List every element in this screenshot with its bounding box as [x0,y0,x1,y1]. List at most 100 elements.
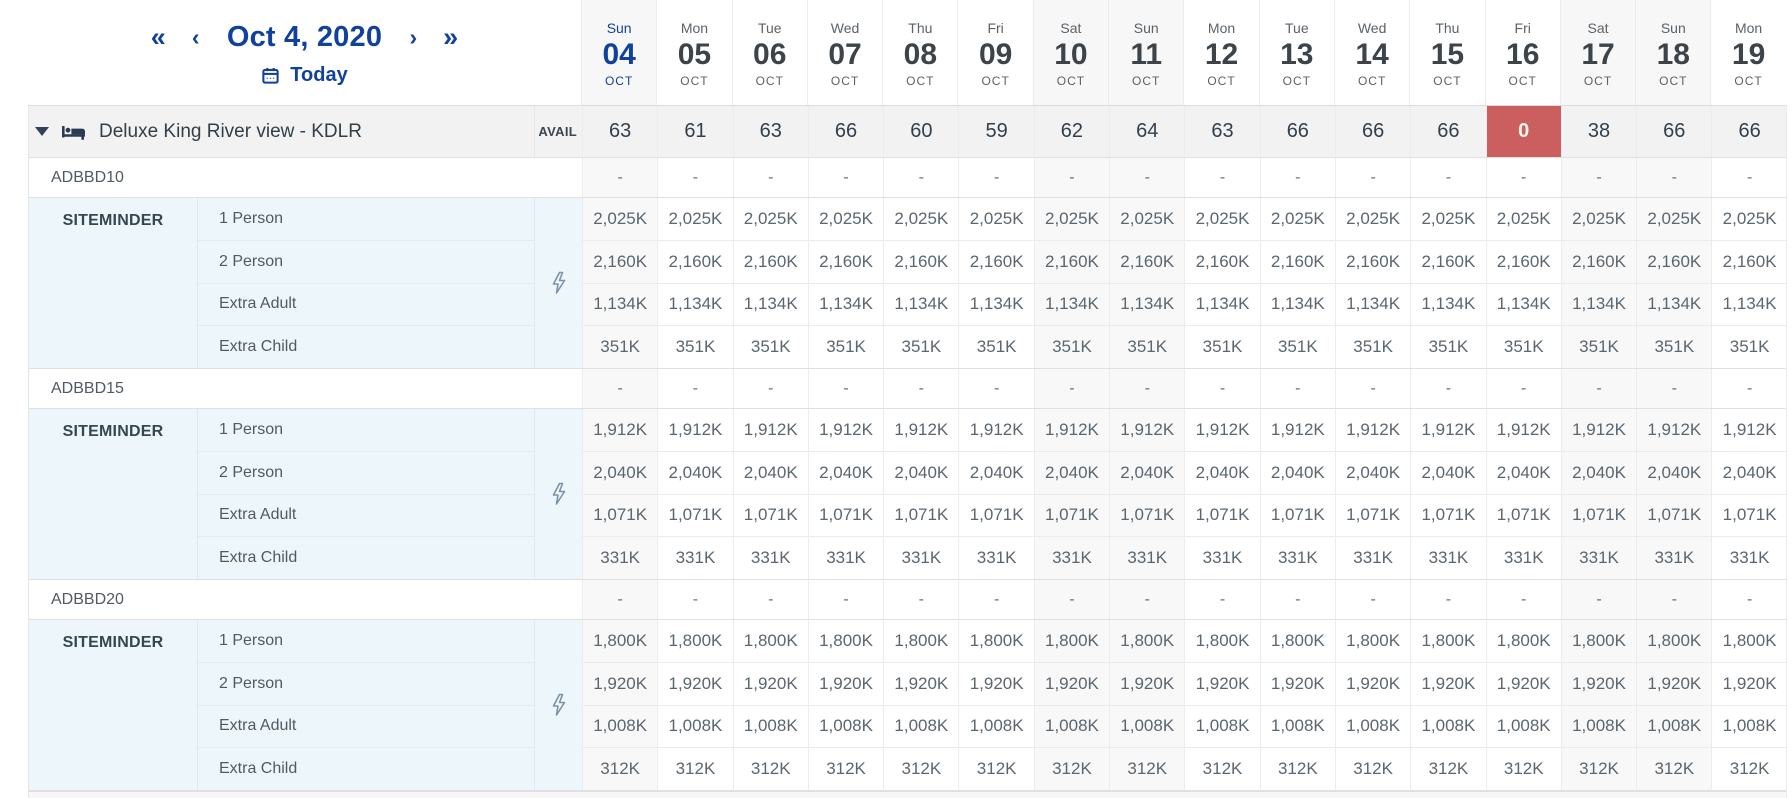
rate-cell[interactable]: 1,008K [884,706,959,749]
rate-cell[interactable]: 2,025K [808,198,884,241]
rate-cell[interactable]: 2,025K [1712,198,1787,241]
rate-cell[interactable]: 1,071K [884,495,959,538]
rate-cell[interactable]: 1,134K [1110,284,1185,327]
rate-cell[interactable]: 1,800K [1185,620,1260,663]
plan-empty-cell[interactable]: - [1485,369,1561,408]
today-button[interactable]: Today [261,64,348,87]
rate-cell[interactable]: 1,920K [1110,663,1185,706]
rate-cell[interactable]: 331K [809,537,883,579]
rate-cell[interactable]: 331K [884,537,958,579]
rate-cell[interactable]: 312K [1035,748,1109,790]
rate-cell[interactable]: 2,025K [959,198,1034,241]
rate-cell[interactable]: 2,160K [658,241,733,284]
rate-cell[interactable]: 1,134K [1260,284,1335,327]
rate-cell[interactable]: 312K [1637,748,1711,790]
day-header-cell[interactable]: Sun 04 OCT [581,0,657,105]
rate-cell[interactable]: 331K [658,537,732,579]
rate-cell[interactable]: 2,025K [583,198,658,241]
rate-cell[interactable]: 1,008K [583,706,658,749]
plan-empty-cell[interactable]: - [807,580,883,619]
rate-cell[interactable]: 1,912K [1411,409,1486,452]
plan-empty-cell[interactable]: - [883,369,958,408]
plan-empty-cell[interactable]: - [1184,580,1259,619]
availability-cell[interactable]: 38 [1560,106,1636,157]
first-page-button[interactable]: « [150,21,166,52]
rate-cell[interactable]: 312K [1110,748,1184,790]
rate-cell[interactable]: 331K [1110,537,1184,579]
day-header-cell[interactable]: Sun 18 OCT [1635,0,1711,105]
plan-empty-cell[interactable]: - [1184,158,1259,197]
rate-cell[interactable]: 1,008K [1335,706,1411,749]
rate-cell[interactable]: 1,920K [1712,663,1787,706]
plan-empty-cell[interactable]: - [1636,158,1712,197]
room-header[interactable]: Deluxe King River view - KDLR [29,106,535,157]
rate-cell[interactable]: 1,008K [733,706,808,749]
plan-empty-cell[interactable]: - [883,580,958,619]
rate-cell[interactable]: 2,160K [1486,241,1561,284]
day-header-cell[interactable]: Fri 16 OCT [1484,0,1560,105]
rate-cell[interactable]: 312K [1411,748,1485,790]
day-header-cell[interactable]: Sat 17 OCT [1559,0,1636,105]
day-header-cell[interactable]: Thu 15 OCT [1409,0,1484,105]
plan-empty-cell[interactable]: - [958,158,1033,197]
rate-cell[interactable]: 2,160K [808,241,884,284]
rate-plan-row[interactable]: ADBBD20 - - - - - - - - - - - - - - - - [29,580,1786,620]
rate-cell[interactable]: 1,912K [583,409,658,452]
plan-empty-cell[interactable]: - [807,158,883,197]
plan-empty-cell[interactable]: - [1033,158,1110,197]
plan-empty-cell[interactable]: - [582,369,658,408]
rate-cell[interactable]: 1,800K [658,620,733,663]
plan-empty-cell[interactable]: - [1184,369,1259,408]
rate-cell[interactable]: 312K [1261,748,1335,790]
day-header-cell[interactable]: Mon 12 OCT [1183,0,1258,105]
rate-cell[interactable]: 2,160K [1185,241,1260,284]
rate-cell[interactable]: 1,920K [1637,663,1712,706]
rate-cell[interactable]: 331K [1637,537,1711,579]
rate-cell[interactable]: 1,071K [1712,495,1787,538]
rate-cell[interactable]: 1,071K [1411,495,1486,538]
rate-cell[interactable]: 2,025K [884,198,959,241]
rate-cell[interactable]: 1,071K [1561,495,1637,538]
rate-cell[interactable]: 1,912K [658,409,733,452]
rate-cell[interactable]: 331K [1185,537,1259,579]
plan-empty-cell[interactable]: - [1109,158,1185,197]
day-header-cell[interactable]: Wed 07 OCT [806,0,882,105]
rate-cell[interactable]: 312K [658,748,732,790]
rate-cell[interactable]: 1,071K [1260,495,1335,538]
rate-cell[interactable]: 1,071K [733,495,808,538]
rate-cell[interactable]: 1,071K [808,495,884,538]
rate-cell[interactable]: 351K [658,326,732,368]
rate-cell[interactable]: 1,912K [1486,409,1561,452]
rate-cell[interactable]: 331K [1411,537,1485,579]
rate-cell[interactable]: 351K [884,326,958,368]
last-page-button[interactable]: » [443,21,459,52]
plan-empty-cell[interactable]: - [1636,580,1712,619]
rate-cell[interactable]: 1,071K [1185,495,1260,538]
plan-empty-cell[interactable]: - [1109,580,1185,619]
rate-cell[interactable]: 2,025K [1185,198,1260,241]
plan-empty-cell[interactable]: - [732,580,808,619]
rate-cell[interactable]: 331K [1035,537,1109,579]
rate-cell[interactable]: 351K [1411,326,1485,368]
rate-cell[interactable]: 2,040K [1185,452,1260,495]
plan-empty-cell[interactable]: - [1334,580,1410,619]
rate-plan-row[interactable]: ADBBD15 - - - - - - - - - - - - - - - - [29,369,1786,409]
rate-cell[interactable]: 1,800K [1712,620,1787,663]
rate-cell[interactable]: 1,912K [1110,409,1185,452]
day-header-cell[interactable]: Fri 09 OCT [957,0,1032,105]
plan-empty-cell[interactable]: - [1259,158,1335,197]
rate-cell[interactable]: 2,160K [959,241,1034,284]
plan-empty-cell[interactable]: - [1259,580,1335,619]
availability-cell[interactable]: 63 [1184,106,1259,157]
plan-empty-cell[interactable]: - [1636,369,1712,408]
availability-cell[interactable]: 0 [1485,106,1561,157]
plan-empty-cell[interactable]: - [1711,158,1786,197]
availability-cell[interactable]: 66 [1334,106,1410,157]
availability-cell[interactable]: 63 [732,106,808,157]
rate-cell[interactable]: 331K [734,537,808,579]
rate-cell[interactable]: 1,008K [1411,706,1486,749]
rate-cell[interactable]: 1,008K [1486,706,1561,749]
rate-cell[interactable]: 1,800K [1335,620,1411,663]
rate-cell[interactable]: 1,071K [959,495,1034,538]
rate-cell[interactable]: 1,912K [1637,409,1712,452]
